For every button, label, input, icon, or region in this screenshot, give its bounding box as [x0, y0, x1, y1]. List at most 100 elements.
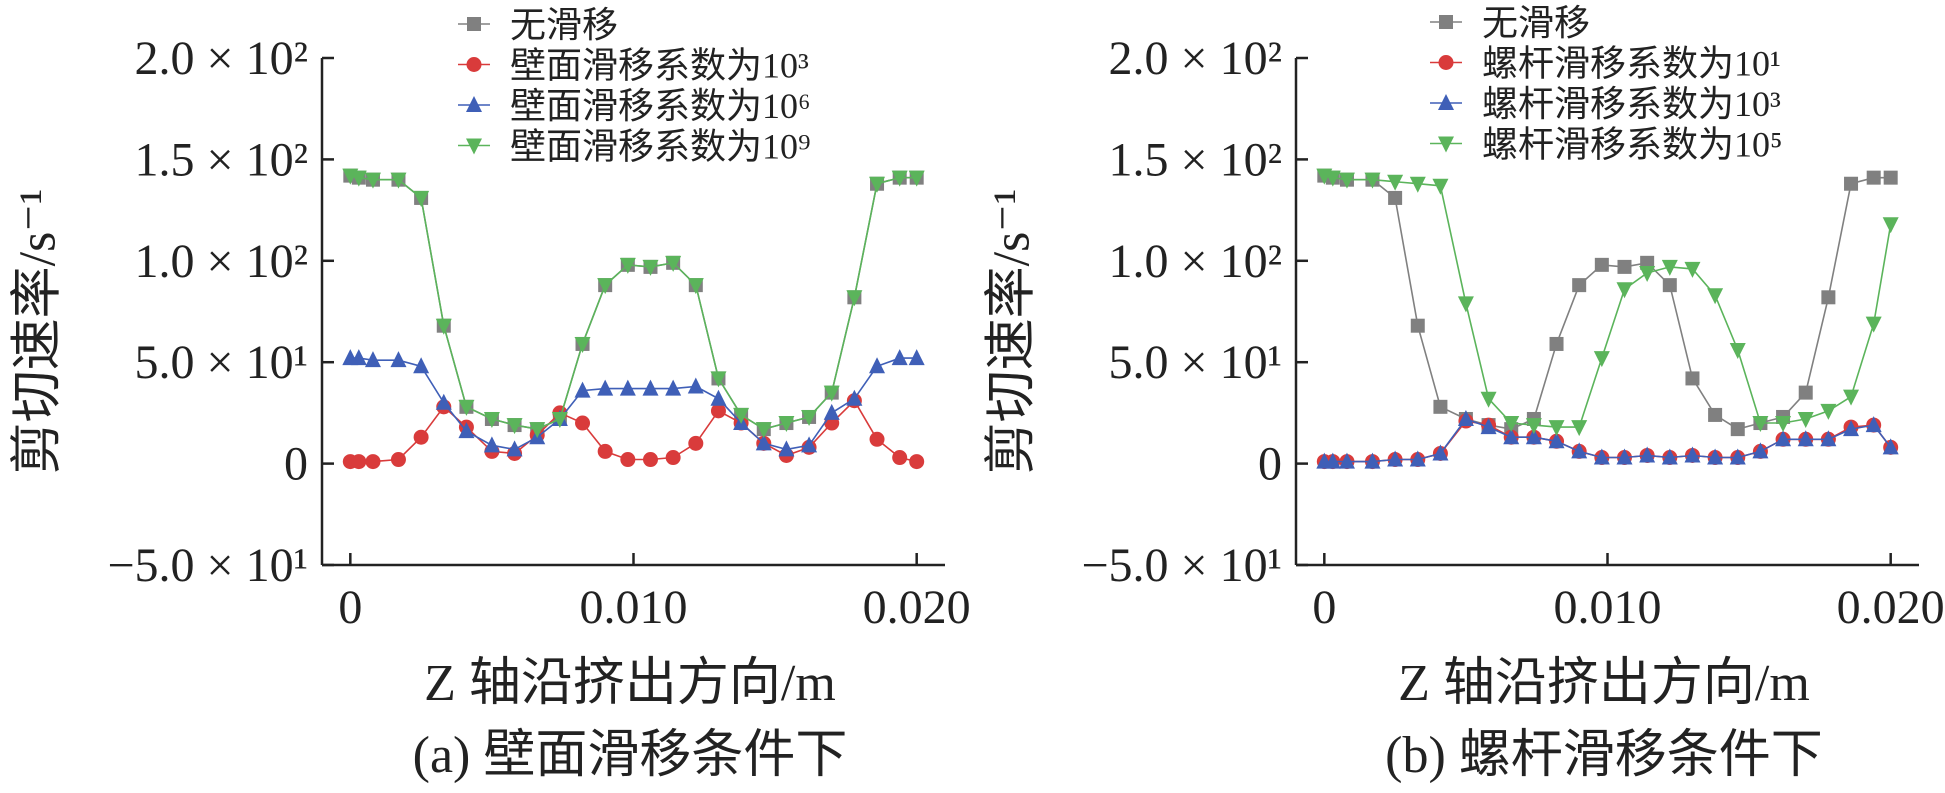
data-point	[351, 454, 367, 470]
data-point	[908, 349, 925, 366]
data-point	[390, 351, 407, 368]
legend-label: 无滑移	[1482, 3, 1590, 43]
data-point	[364, 172, 381, 189]
legend-marker	[466, 138, 482, 155]
data-point	[1866, 170, 1881, 185]
x-tick-label: 0	[1312, 581, 1336, 634]
x-tick-label: 0.020	[863, 581, 971, 634]
data-point	[1338, 172, 1355, 189]
data-point	[1775, 416, 1792, 433]
series-4	[1316, 168, 1899, 437]
data-point	[1843, 420, 1860, 437]
data-point	[908, 170, 925, 187]
legend-label: 壁面滑移系数为10⁹	[510, 127, 811, 167]
legend-item: 壁面滑移系数为10⁹	[458, 127, 811, 167]
legend-label: 螺杆滑移系数为10⁵	[1482, 125, 1783, 165]
legend-marker	[1439, 15, 1453, 29]
data-point	[1797, 411, 1814, 428]
data-point	[350, 349, 367, 366]
data-point	[778, 440, 795, 457]
data-point	[1388, 190, 1403, 205]
data-point	[1639, 265, 1656, 282]
data-point	[1798, 385, 1813, 400]
data-point	[1571, 442, 1588, 459]
data-point	[350, 170, 367, 187]
legend-item: 螺杆滑移系数为10⁵	[1430, 125, 1783, 165]
data-point	[846, 389, 863, 406]
legend-item: 螺杆滑移系数为10¹	[1430, 44, 1781, 84]
x-tick-label: 0.010	[1554, 581, 1662, 634]
legend-label: 螺杆滑移系数为10³	[1482, 84, 1781, 124]
data-point	[1729, 448, 1746, 465]
data-point	[1338, 452, 1355, 469]
data-point	[458, 422, 475, 439]
data-point	[688, 435, 704, 451]
series-4	[342, 168, 925, 439]
data-point	[869, 357, 886, 374]
data-point	[1730, 422, 1745, 437]
data-point	[1410, 318, 1425, 333]
data-point	[755, 422, 772, 439]
data-point	[909, 454, 925, 470]
legend-marker	[1438, 55, 1454, 70]
panel-caption: (a) 壁面滑移条件下	[413, 727, 848, 784]
legend-marker	[466, 57, 482, 72]
x-axis-title: Z 轴沿挤出方向/m	[424, 655, 836, 712]
data-point	[1594, 257, 1609, 272]
x-tick-label: 0	[338, 581, 362, 634]
y-axis-title: 剪切速率/s⁻¹	[984, 189, 1041, 475]
legend-item: 壁面滑移系数为10⁶	[458, 86, 811, 126]
data-point	[1685, 371, 1700, 386]
data-point	[823, 403, 840, 420]
data-point	[483, 411, 500, 428]
data-point	[1525, 418, 1542, 435]
data-point	[1571, 420, 1588, 437]
data-point	[1729, 343, 1746, 360]
y-tick-label: −5.0 × 10¹	[1081, 539, 1282, 592]
data-point	[642, 452, 658, 468]
data-point	[529, 422, 546, 439]
data-point	[1387, 450, 1404, 467]
data-point	[665, 379, 682, 396]
data-point	[574, 381, 591, 398]
data-point	[1617, 259, 1632, 274]
data-point	[506, 418, 523, 435]
data-point	[823, 385, 840, 402]
data-point	[665, 450, 681, 466]
data-point	[1525, 428, 1542, 445]
data-point	[619, 379, 636, 396]
data-point	[1882, 438, 1899, 455]
y-tick-label: 5.0 × 10¹	[1109, 336, 1282, 389]
data-point	[435, 318, 452, 335]
y-tick-label: 0	[284, 438, 308, 491]
y-tick-label: 1.5 × 10²	[135, 133, 308, 186]
data-point	[597, 443, 613, 459]
legend-marker	[466, 96, 482, 112]
y-tick-label: 2.0 × 10²	[1109, 32, 1282, 85]
data-point	[891, 349, 908, 366]
data-point	[1457, 409, 1474, 426]
legend-marker	[1438, 136, 1454, 153]
chart-panel-a: −5.0 × 10¹ 0 5.0 × 10¹ 1.0 × 10² 1.5 × 10² 2.…	[10, 5, 971, 784]
data-point	[1324, 170, 1341, 187]
data-point	[1503, 416, 1520, 433]
data-point	[1797, 430, 1814, 447]
data-point	[1432, 178, 1449, 195]
data-point	[1821, 290, 1836, 305]
legend-item: 无滑移	[1430, 3, 1590, 43]
data-point	[1661, 448, 1678, 465]
legend-item: 无滑移	[458, 5, 618, 45]
data-point	[642, 379, 659, 396]
data-point	[1752, 442, 1769, 459]
data-point	[1593, 448, 1610, 465]
data-point	[1364, 172, 1381, 189]
data-point	[1503, 428, 1520, 445]
data-point	[1572, 278, 1587, 293]
data-point	[687, 377, 704, 394]
legend-item: 壁面滑移系数为10³	[458, 46, 809, 86]
x-axis-title: Z 轴沿挤出方向/m	[1398, 655, 1810, 712]
